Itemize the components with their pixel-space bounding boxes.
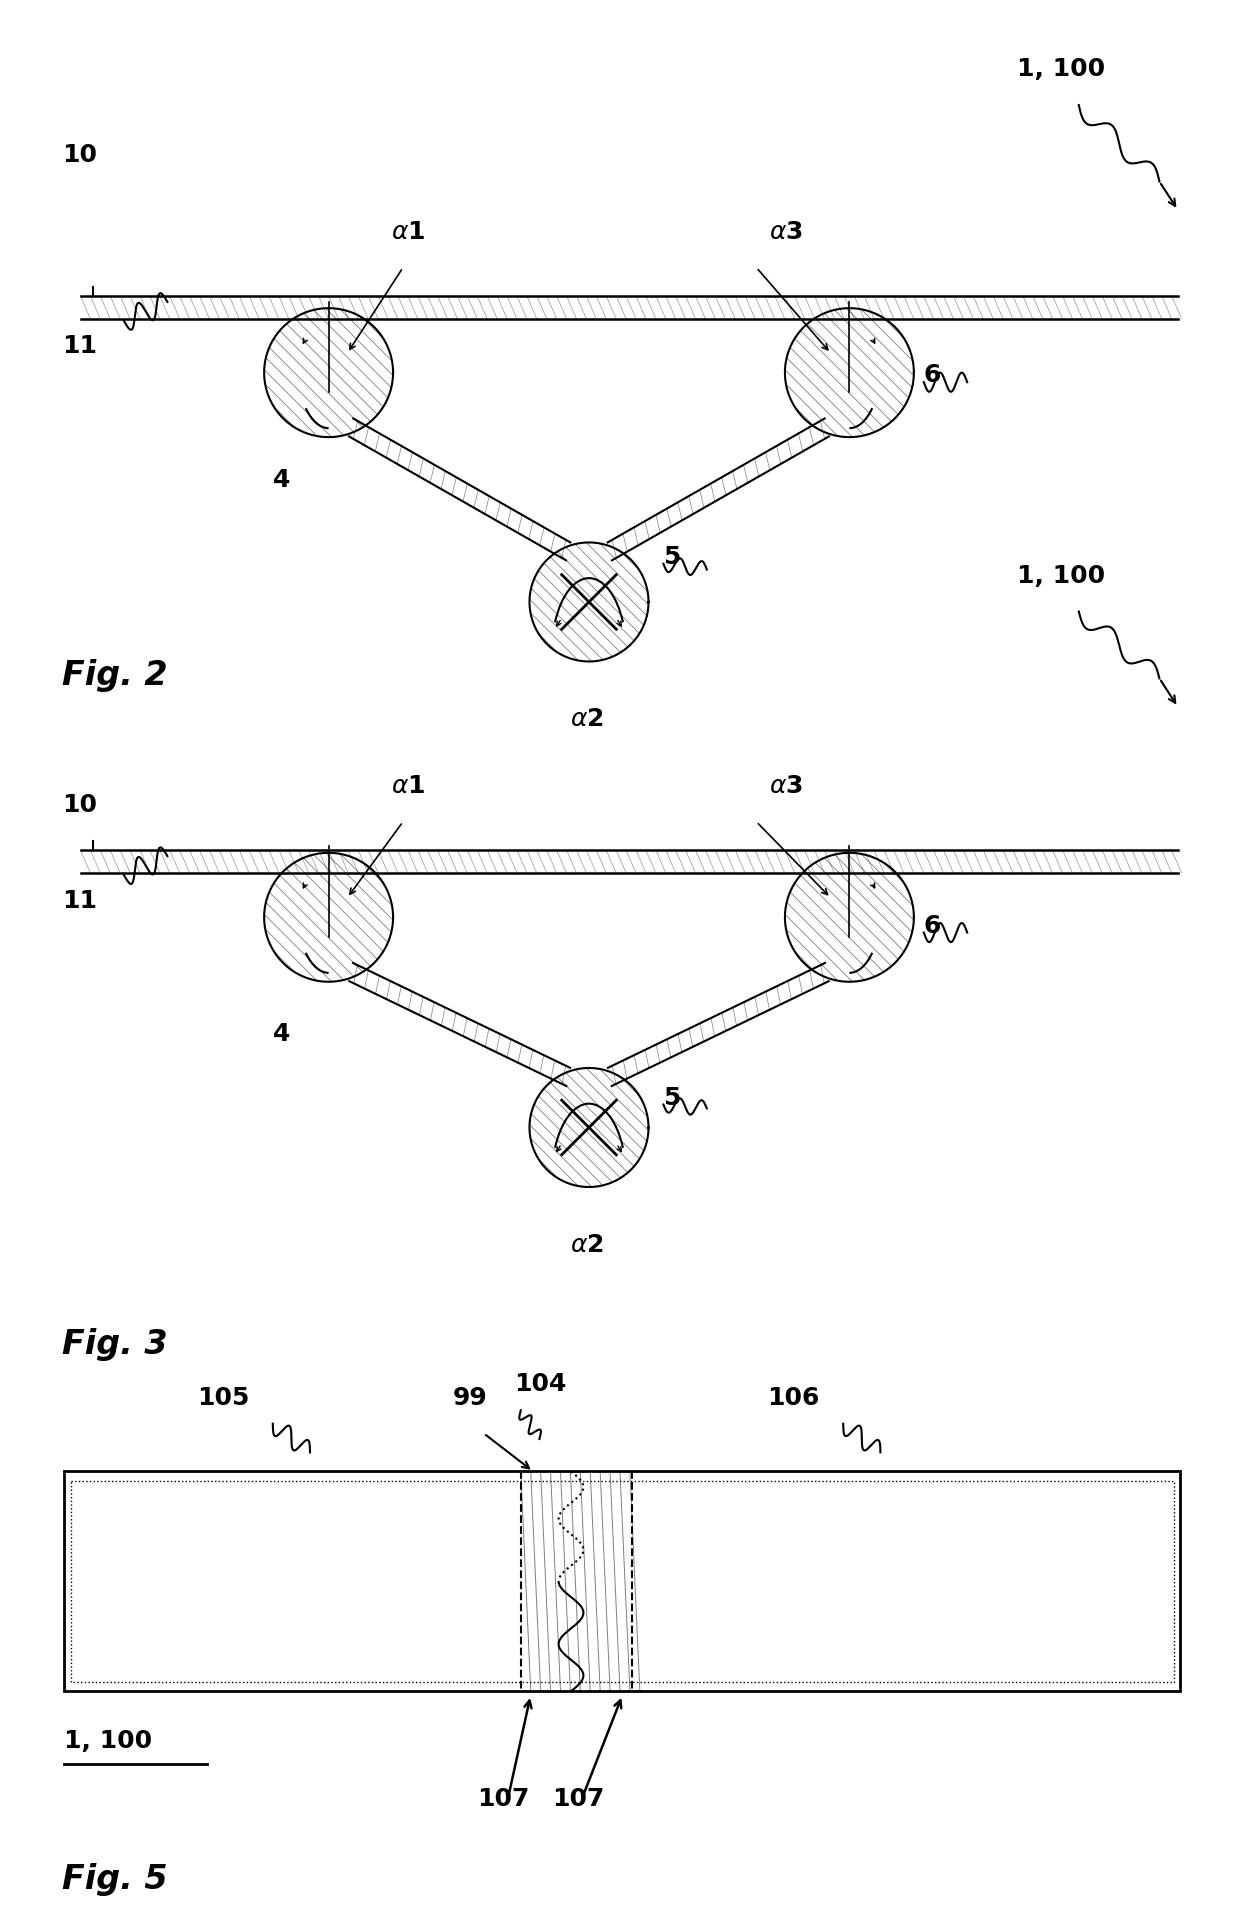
Text: 105: 105 [197,1385,249,1410]
Text: $\alpha$2: $\alpha$2 [570,707,604,732]
Text: 1, 100: 1, 100 [1017,57,1105,82]
Text: 6: 6 [924,363,941,388]
Text: 10: 10 [62,793,97,818]
Text: 11: 11 [62,889,97,913]
Text: 1, 100: 1, 100 [64,1729,153,1754]
Text: 11: 11 [62,334,97,359]
Text: $\alpha$3: $\alpha$3 [769,774,802,799]
Text: 6: 6 [924,913,941,938]
Text: 107: 107 [552,1787,604,1812]
Text: 104: 104 [515,1372,567,1397]
Text: 99: 99 [453,1385,487,1410]
Text: 5: 5 [663,545,681,569]
Text: 1, 100: 1, 100 [1017,564,1105,589]
Text: 5: 5 [663,1085,681,1110]
Text: Fig. 5: Fig. 5 [62,1863,167,1896]
Text: $\alpha$1: $\alpha$1 [391,220,425,245]
Text: Fig. 3: Fig. 3 [62,1328,167,1361]
Text: $\alpha$2: $\alpha$2 [570,1233,604,1257]
Text: $\alpha$3: $\alpha$3 [769,220,802,245]
Text: 107: 107 [477,1787,529,1812]
Text: 10: 10 [62,143,97,168]
Bar [71,1481,1174,1682]
Bar [64,1471,1180,1691]
Text: 106: 106 [768,1385,820,1410]
Text: Fig. 2: Fig. 2 [62,659,167,692]
Text: 4: 4 [273,1022,290,1047]
Text: $\alpha$1: $\alpha$1 [391,774,425,799]
Text: 4: 4 [273,468,290,493]
